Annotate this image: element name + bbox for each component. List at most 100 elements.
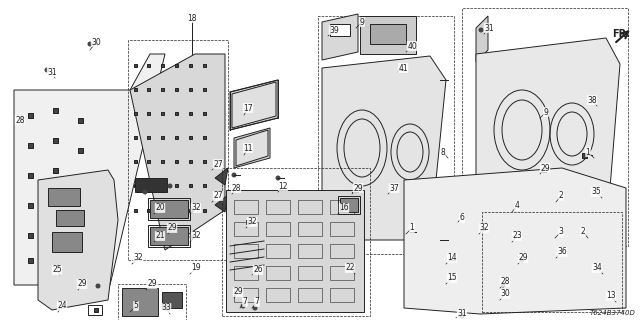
Text: 18: 18 [188,13,196,22]
Bar [203,63,205,67]
Text: 29: 29 [540,164,550,172]
Bar [77,117,83,123]
Bar [203,88,205,91]
Bar [28,142,33,148]
Bar [161,112,164,115]
Bar [440,243,498,291]
Circle shape [499,293,504,299]
Bar [189,63,192,67]
Bar [52,232,82,252]
Polygon shape [38,170,118,310]
Circle shape [253,306,257,310]
Bar [234,244,258,258]
Bar [234,222,258,236]
Bar [234,200,258,214]
Text: FR.: FR. [612,29,630,39]
Bar [340,198,358,212]
Bar [330,288,354,302]
Bar [556,229,561,235]
Text: 36: 36 [557,247,567,257]
Circle shape [460,314,465,318]
Bar [147,160,150,163]
Polygon shape [230,80,278,130]
Text: 2: 2 [580,228,586,236]
Text: 29: 29 [77,279,87,289]
Bar [408,229,413,235]
Text: 24: 24 [57,301,67,310]
Bar [56,210,84,226]
Bar [134,88,136,91]
Bar [189,184,192,187]
Text: 29: 29 [147,279,157,289]
Bar [135,178,167,192]
Bar [150,200,188,218]
Bar [77,237,83,243]
Bar [266,288,290,302]
Bar [175,184,178,187]
Polygon shape [215,195,228,212]
Text: 13: 13 [606,292,616,300]
Polygon shape [322,56,446,240]
Bar [234,266,258,280]
Bar [150,227,188,245]
Text: 20: 20 [155,204,165,212]
Bar [28,258,33,262]
Bar [161,63,164,67]
Bar [28,233,33,237]
Text: 28: 28 [231,183,241,193]
Bar [582,153,586,157]
Bar [478,228,482,232]
Bar [203,112,205,115]
Bar [147,63,150,67]
Bar [585,183,609,223]
Bar [189,88,192,91]
Text: 32: 32 [191,231,201,241]
Bar [266,222,290,236]
Text: 25: 25 [52,266,62,275]
Bar [447,276,452,281]
Text: 27: 27 [213,191,223,201]
Bar [77,178,83,182]
Bar [77,148,83,153]
Bar [134,63,136,67]
Bar [266,244,290,258]
Text: 17: 17 [243,103,253,113]
Bar [189,112,192,115]
Text: 29: 29 [167,223,177,233]
Bar [266,200,290,214]
Bar [128,40,228,260]
Text: 30: 30 [500,290,510,299]
Polygon shape [14,54,165,285]
Bar [203,184,205,187]
Polygon shape [404,168,626,314]
Text: 3: 3 [559,228,563,236]
Circle shape [143,189,147,195]
Text: 31: 31 [47,68,57,76]
Bar [556,258,561,262]
Bar [161,88,164,91]
Text: 35: 35 [591,188,601,196]
Bar [134,184,136,187]
Bar [298,266,322,280]
Text: 26: 26 [253,266,263,275]
Text: 28: 28 [15,116,25,124]
Bar [370,24,406,44]
Circle shape [88,42,93,46]
Text: 32: 32 [133,253,143,262]
Polygon shape [215,168,228,185]
Text: 32: 32 [479,223,489,233]
Text: 19: 19 [191,263,201,273]
Bar [298,200,322,214]
Bar [175,88,178,91]
Polygon shape [130,54,225,250]
Text: 14: 14 [447,253,457,262]
Bar [330,200,354,214]
Bar [148,198,190,220]
Bar [88,305,102,315]
Bar [298,244,322,258]
Bar [147,112,150,115]
Bar [28,203,33,207]
Bar [203,160,205,163]
Text: 12: 12 [278,181,288,190]
Text: 33: 33 [161,303,171,313]
